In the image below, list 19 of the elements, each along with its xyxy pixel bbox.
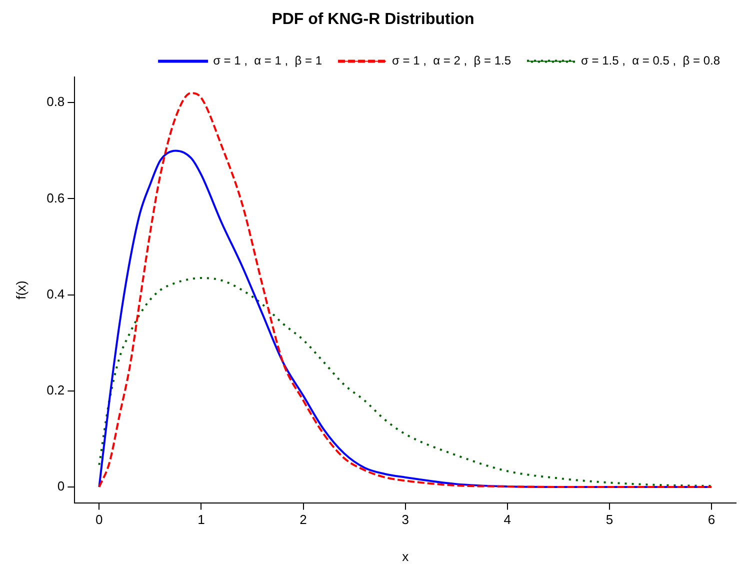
y-tick-label: 0.6 xyxy=(46,190,65,206)
legend-label: σ = 1 , α = 1 , β = 1 xyxy=(213,54,322,68)
y-axis-title: f(x) xyxy=(13,280,28,300)
x-tick-label: 5 xyxy=(606,512,614,528)
x-tick-label: 1 xyxy=(198,512,205,528)
y-tick-label: 0.8 xyxy=(46,94,65,110)
line-series xyxy=(98,276,713,487)
y-tick-label: 0.4 xyxy=(46,286,65,302)
x-axis-title: x xyxy=(402,548,410,564)
x-tick-label: 0 xyxy=(96,512,103,528)
legend-label: σ = 1.5 , α = 0.5 , β = 0.8 xyxy=(581,54,720,68)
x-tick-label: 2 xyxy=(300,512,307,528)
x-tick-label: 3 xyxy=(402,512,409,528)
x-tick-label: 6 xyxy=(708,512,716,528)
y-tick-label: 0 xyxy=(57,478,65,494)
chart-title: PDF of KNG-R Distribution xyxy=(272,11,474,28)
x-tick-label: 4 xyxy=(504,512,512,528)
y-tick-label: 0.2 xyxy=(46,382,65,398)
legend-label: σ = 1 , α = 2 , β = 1.5 xyxy=(392,54,512,68)
